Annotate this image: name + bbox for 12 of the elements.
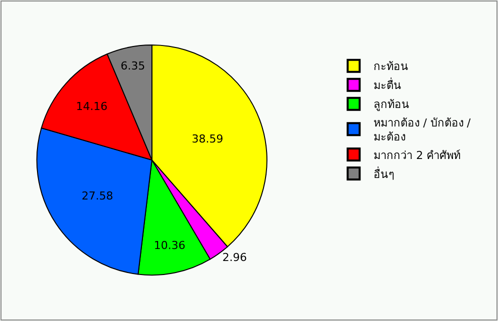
data-label: 6.35	[120, 59, 146, 72]
data-label: 27.58	[82, 190, 114, 203]
legend-label: หมากต้อง / บักต้อง / มะต้อง	[374, 116, 471, 144]
data-label: 2.96	[222, 251, 247, 264]
legend-label: กะท้อน	[374, 60, 409, 74]
legend-label: มะตื่น	[374, 77, 402, 92]
legend-label: อื่นๆ	[374, 166, 395, 181]
legend-label: ลูกท้อน	[374, 98, 410, 112]
data-label: 10.36	[154, 238, 186, 252]
data-label: 38.59	[192, 132, 224, 146]
legend-label: มากกว่า 2 คำศัพท์	[374, 148, 461, 162]
data-label: 14.16	[76, 100, 108, 114]
